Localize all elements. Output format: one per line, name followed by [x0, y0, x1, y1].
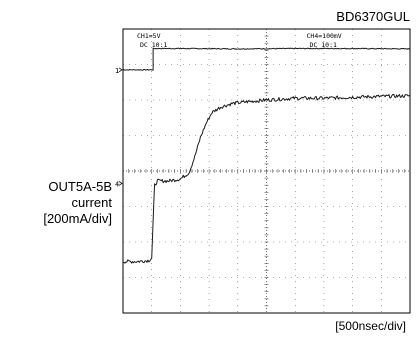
channel-label-1-line-2: DC 10:1: [140, 41, 167, 49]
traces: [122, 47, 411, 264]
chart-title: BD6370GUL: [336, 9, 410, 24]
channel-marker-4: 4: [115, 180, 119, 188]
channel-label-2-line-2: DC 10:1: [310, 41, 337, 49]
channel-marker-arrow-1: [118, 67, 123, 73]
channel-marker-1: 1: [115, 67, 119, 75]
channel-markers: 14: [115, 67, 123, 188]
channel-label-2-line-1: CH4=100mV: [307, 32, 342, 40]
plot-frame: [122, 28, 411, 314]
channel-label-1-line-1: CH1=5V: [137, 32, 161, 40]
y-axis-label-line-1: OUT5A-5B: [48, 179, 112, 194]
trace-ch1: [122, 47, 411, 71]
y-axis-label-line-2: current: [71, 195, 112, 210]
y-axis-label-line-3: [200mA/div]: [43, 211, 112, 226]
channel-marker-arrow-4: [118, 181, 123, 186]
y-axis-label: OUT5A-5B current [200mA/div]: [26, 179, 112, 227]
trace-ch4: [122, 93, 411, 264]
grid: [123, 29, 410, 313]
x-axis-label: [500nsec/div]: [335, 319, 406, 333]
